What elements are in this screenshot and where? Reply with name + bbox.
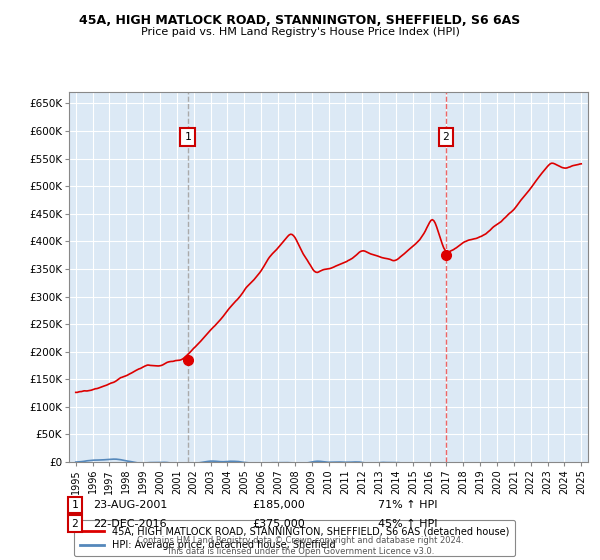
Text: Price paid vs. HM Land Registry's House Price Index (HPI): Price paid vs. HM Land Registry's House … [140, 27, 460, 37]
Text: £375,000: £375,000 [252, 519, 305, 529]
Text: 22-DEC-2016: 22-DEC-2016 [93, 519, 167, 529]
Text: £185,000: £185,000 [252, 500, 305, 510]
Text: Contains HM Land Registry data © Crown copyright and database right 2024.
This d: Contains HM Land Registry data © Crown c… [137, 536, 463, 556]
Text: 71% ↑ HPI: 71% ↑ HPI [378, 500, 437, 510]
Text: 1: 1 [184, 132, 191, 142]
Text: 2: 2 [71, 519, 79, 529]
Legend: 45A, HIGH MATLOCK ROAD, STANNINGTON, SHEFFIELD, S6 6AS (detached house), HPI: Av: 45A, HIGH MATLOCK ROAD, STANNINGTON, SHE… [74, 520, 515, 556]
Text: 45A, HIGH MATLOCK ROAD, STANNINGTON, SHEFFIELD, S6 6AS: 45A, HIGH MATLOCK ROAD, STANNINGTON, SHE… [79, 14, 521, 27]
Text: 23-AUG-2001: 23-AUG-2001 [93, 500, 167, 510]
Text: 1: 1 [71, 500, 79, 510]
Text: 2: 2 [443, 132, 449, 142]
Text: 45% ↑ HPI: 45% ↑ HPI [378, 519, 437, 529]
